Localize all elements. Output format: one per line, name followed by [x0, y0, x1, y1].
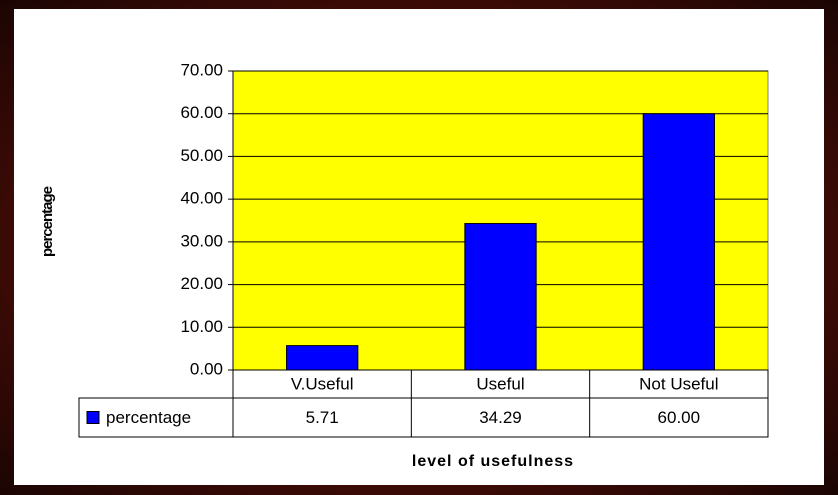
data-label: 34.29	[479, 408, 522, 427]
y-tick-label: 0.00	[190, 359, 223, 378]
x-tick-label: Useful	[476, 374, 524, 393]
x-tick-label: Not Useful	[639, 374, 718, 393]
y-axis-title: percentage	[39, 186, 56, 257]
x-axis-title: level of usefulness	[412, 453, 574, 470]
data-label: 60.00	[658, 408, 701, 427]
y-tick-label: 60.00	[180, 103, 223, 122]
data-label: 5.71	[306, 408, 339, 427]
y-tick-label: 30.00	[180, 231, 223, 250]
y-tick-label: 70.00	[180, 60, 223, 79]
table-row	[78, 397, 769, 438]
y-tick-label: 50.00	[180, 146, 223, 165]
bar	[464, 223, 537, 371]
legend-label: percentage	[106, 408, 191, 427]
bar	[642, 113, 716, 371]
y-tick-label: 40.00	[180, 189, 223, 208]
x-tick-label: V.Useful	[291, 374, 354, 393]
legend-swatch	[86, 411, 100, 424]
y-tick-label: 10.00	[180, 317, 223, 336]
bar	[286, 345, 359, 371]
y-tick-label: 20.00	[180, 274, 223, 293]
